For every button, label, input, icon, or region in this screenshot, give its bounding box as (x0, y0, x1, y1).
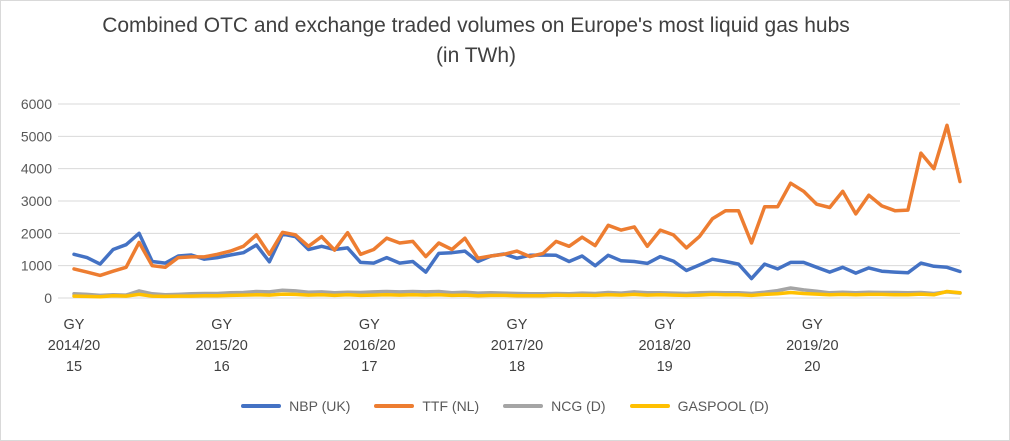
x-tick-label: 2017/20 (491, 338, 543, 354)
legend-label: NCG (D) (551, 398, 606, 414)
legend-item: NBP (UK) (241, 398, 350, 414)
series-line-ncg-d (72, 286, 962, 298)
x-tick-label: 2014/20 (48, 338, 100, 354)
x-tick-label: 2018/20 (638, 338, 690, 354)
x-tick-label: 15 (66, 359, 82, 375)
legend-swatch (374, 404, 415, 408)
legend-swatch (241, 404, 282, 408)
y-tick-label: 6000 (21, 96, 52, 112)
x-tick-label: GY (64, 317, 85, 333)
legend-swatch (503, 404, 544, 408)
legend-label: NBP (UK) (289, 398, 351, 414)
series-line-gaspool-d (72, 289, 962, 299)
x-tick-label: GY (211, 317, 232, 333)
y-tick-label: 2000 (21, 225, 52, 241)
x-tick-label: 20 (804, 359, 820, 375)
legend-label: GASPOOL (D) (677, 398, 769, 414)
x-tick-label: 19 (657, 359, 673, 375)
series-line-nbp-uk (72, 231, 962, 281)
y-tick-label: 5000 (21, 128, 52, 144)
x-tick-label: GY (359, 317, 380, 333)
x-tick-label: GY (802, 317, 823, 333)
legend-item: TTF (NL) (374, 398, 479, 414)
x-tick-label: 2015/20 (195, 338, 247, 354)
x-tick-label: GY (654, 317, 675, 333)
y-tick-label: 4000 (21, 161, 52, 177)
legend-item: GASPOOL (D) (629, 398, 769, 414)
legend-swatch (629, 404, 670, 408)
y-tick-label: 1000 (21, 258, 52, 274)
y-tick-label: 0 (44, 290, 52, 306)
y-tick-label: 3000 (21, 193, 52, 209)
x-tick-label: 16 (214, 359, 230, 375)
x-tick-label: 17 (361, 359, 377, 375)
x-tick-label: GY (507, 317, 528, 333)
chart-title: Combined OTC and exchange traded volumes… (102, 14, 850, 67)
legend-label: TTF (NL) (422, 398, 480, 414)
legend-item: NCG (D) (503, 398, 606, 414)
x-tick-label: 2016/20 (343, 338, 395, 354)
x-tick-label: 18 (509, 359, 525, 375)
series-line-ttf-nl (72, 123, 962, 278)
x-tick-label: 2019/20 (786, 338, 838, 354)
chart-legend: NBP (UK) TTF (NL) NCG (D) GASPOOL (D) (0, 398, 1010, 414)
